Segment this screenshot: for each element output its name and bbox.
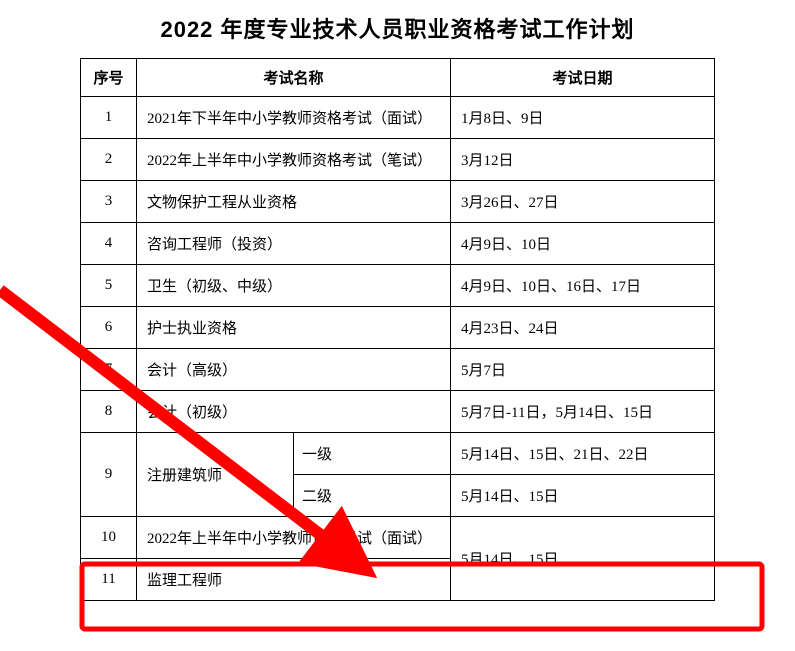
cell-index: 9	[81, 433, 137, 517]
cell-index: 7	[81, 349, 137, 391]
cell-exam-date: 4月23日、24日	[451, 307, 715, 349]
page-title: 2022 年度专业技术人员职业资格考试工作计划	[80, 12, 715, 44]
cell-exam-name: 文物保护工程从业资格	[137, 181, 451, 223]
cell-exam-name: 会计（初级）	[137, 391, 451, 433]
table-row: 8 会计（初级） 5月7日-11日，5月14日、15日	[81, 391, 715, 433]
col-header-name: 考试名称	[137, 59, 451, 97]
col-header-index: 序号	[81, 59, 137, 97]
cell-index: 4	[81, 223, 137, 265]
cell-exam-date: 3月12日	[451, 139, 715, 181]
cell-index: 1	[81, 97, 137, 139]
cell-exam-name: 会计（高级）	[137, 349, 451, 391]
cell-index: 2	[81, 139, 137, 181]
cell-index: 10	[81, 517, 137, 559]
exam-schedule-table: 序号 考试名称 考试日期 1 2021年下半年中小学教师资格考试（面试） 1月8…	[80, 58, 715, 601]
table-row: 7 会计（高级） 5月7日	[81, 349, 715, 391]
cell-exam-name: 2021年下半年中小学教师资格考试（面试）	[137, 97, 451, 139]
cell-exam-date: 4月9日、10日	[451, 223, 715, 265]
cell-exam-date: 5月7日	[451, 349, 715, 391]
cell-exam-name: 2022年上半年中小学教师资格考试（笔试）	[137, 139, 451, 181]
table-row: 2 2022年上半年中小学教师资格考试（笔试） 3月12日	[81, 139, 715, 181]
cell-index: 8	[81, 391, 137, 433]
cell-sublevel: 一级	[294, 433, 451, 475]
table-row: 9 注册建筑师 一级 5月14日、15日、21日、22日	[81, 433, 715, 475]
table-row: 5 卫生（初级、中级） 4月9日、10日、16日、17日	[81, 265, 715, 307]
table-row: 1 2021年下半年中小学教师资格考试（面试） 1月8日、9日	[81, 97, 715, 139]
table-row: 4 咨询工程师（投资） 4月9日、10日	[81, 223, 715, 265]
cell-index: 6	[81, 307, 137, 349]
col-header-date: 考试日期	[451, 59, 715, 97]
cell-sublevel: 二级	[294, 475, 451, 517]
table-row: 3 文物保护工程从业资格 3月26日、27日	[81, 181, 715, 223]
table-row: 10 2022年上半年中小学教师资格考试（面试） 5月14日、15日	[81, 517, 715, 559]
cell-exam-name: 护士执业资格	[137, 307, 451, 349]
cell-exam-date: 5月14日、15日	[451, 517, 715, 601]
table-header-row: 序号 考试名称 考试日期	[81, 59, 715, 97]
cell-exam-name: 2022年上半年中小学教师资格考试（面试）	[137, 517, 451, 559]
cell-exam-name: 监理工程师	[137, 559, 451, 601]
cell-exam-date: 5月7日-11日，5月14日、15日	[451, 391, 715, 433]
table-row: 6 护士执业资格 4月23日、24日	[81, 307, 715, 349]
cell-index: 11	[81, 559, 137, 601]
cell-exam-date: 4月9日、10日、16日、17日	[451, 265, 715, 307]
cell-index: 5	[81, 265, 137, 307]
cell-index: 3	[81, 181, 137, 223]
cell-exam-date: 5月14日、15日	[451, 475, 715, 517]
cell-exam-date: 3月26日、27日	[451, 181, 715, 223]
cell-exam-name: 注册建筑师	[137, 433, 294, 517]
cell-exam-date: 1月8日、9日	[451, 97, 715, 139]
cell-exam-name: 卫生（初级、中级）	[137, 265, 451, 307]
cell-exam-date: 5月14日、15日、21日、22日	[451, 433, 715, 475]
cell-exam-name: 咨询工程师（投资）	[137, 223, 451, 265]
